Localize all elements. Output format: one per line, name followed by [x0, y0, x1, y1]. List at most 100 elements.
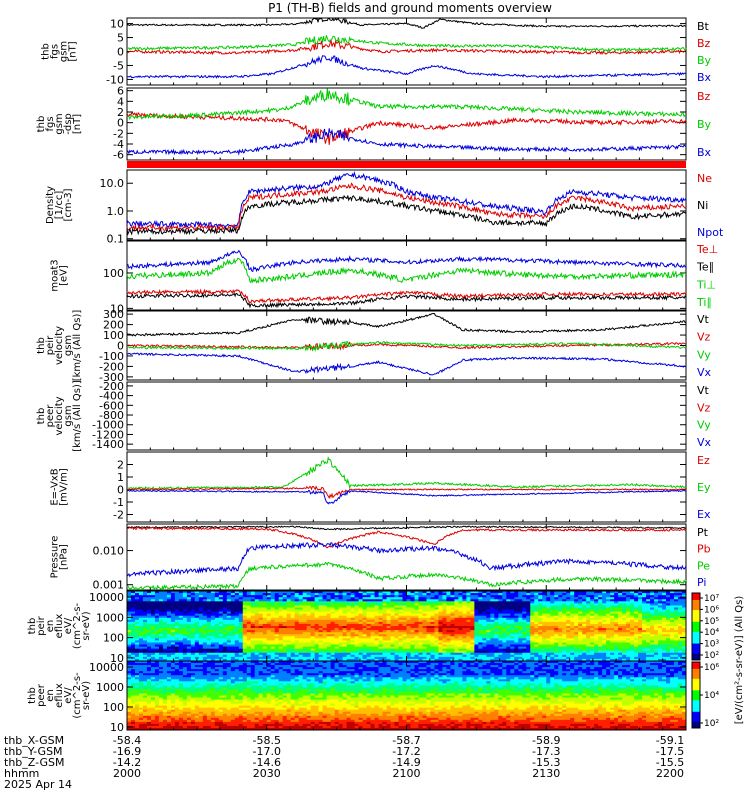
- spectrogram-cell: [314, 652, 320, 656]
- spectrogram-cell: [414, 640, 419, 643]
- spectrogram-cell: [386, 623, 391, 627]
- spectrogram-cell: [558, 658, 563, 662]
- spectrogram-cell: [582, 595, 587, 598]
- spectrogram-cell: [234, 644, 240, 647]
- spectrogram-cell: [322, 605, 328, 608]
- spectrogram-cell: [638, 619, 643, 623]
- spectrogram-cell: [418, 648, 423, 652]
- spectrogram-cell: [258, 628, 264, 631]
- spectrogram-cell: [414, 654, 419, 658]
- spectrogram-cell: [170, 628, 176, 631]
- spectrogram-cell: [386, 597, 391, 600]
- spectrogram-cell: [570, 603, 575, 606]
- spectrogram-cell: [246, 650, 252, 654]
- spectrogram-cell: [194, 603, 200, 606]
- spectrogram-cell: [354, 632, 359, 635]
- spectrogram-cell: [346, 621, 351, 625]
- spectrogram-cell: [214, 619, 220, 623]
- spectrogram-cell: [146, 591, 152, 594]
- spectrogram-cell: [182, 617, 188, 621]
- spectrogram-cell: [170, 630, 176, 633]
- spectrogram-cell: [346, 595, 351, 598]
- spectrogram-cell: [582, 603, 587, 606]
- spectrogram-cell: [258, 638, 264, 641]
- spectrogram-cell: [214, 597, 220, 600]
- spectrogram-cell: [622, 630, 627, 633]
- spectrogram-cell: [478, 621, 483, 625]
- spectrogram-cell: [222, 640, 228, 643]
- legend-entry: Pb: [697, 543, 711, 556]
- y-axis-label: [cm-3]: [63, 188, 74, 221]
- spectrogram-cell: [178, 619, 184, 623]
- spectrogram-cell: [570, 648, 575, 652]
- spectrogram-cell: [310, 621, 316, 625]
- spectrogram-cell: [226, 607, 232, 610]
- spectrogram-cell: [242, 623, 248, 627]
- spectrogram-cell: [130, 650, 136, 654]
- spectrogram-cell: [386, 640, 391, 643]
- spectrogram-cell: [594, 646, 599, 650]
- spectrogram-cell: [630, 617, 635, 621]
- spectrogram-cell: [254, 591, 260, 594]
- spectrogram-cell: [398, 605, 403, 608]
- spectrogram-cell: [590, 646, 595, 650]
- spectrogram-cell: [146, 623, 152, 627]
- spectrogram-cell: [250, 644, 256, 647]
- spectrogram-cell: [194, 595, 200, 598]
- spectrogram-cell: [127, 621, 132, 625]
- spectrogram-cell: [430, 603, 435, 606]
- spectrogram-cell: [390, 603, 395, 606]
- spectrogram-cell: [646, 611, 651, 615]
- spectrogram-cell: [490, 591, 495, 594]
- y-tick-label: 0.1: [107, 233, 125, 246]
- spectrogram-cell: [606, 644, 611, 647]
- spectrogram-cell: [194, 613, 200, 617]
- spectrogram-cell: [134, 648, 140, 652]
- spectrogram-cell: [230, 628, 236, 631]
- spectrogram-cell: [230, 652, 236, 656]
- spectrogram-cell: [358, 621, 363, 625]
- spectrogram-cell: [402, 648, 407, 652]
- spectrogram-cell: [478, 634, 483, 637]
- spectrogram-cell: [214, 650, 220, 654]
- spectrogram-cell: [454, 601, 459, 604]
- spectrogram-cell: [250, 654, 256, 658]
- spectrogram-cell: [254, 638, 260, 641]
- spectrogram-cell: [538, 593, 543, 596]
- spectrogram-cell: [490, 630, 495, 633]
- spectrogram-cell: [350, 656, 355, 660]
- y-axis-label: -dsp: [63, 113, 74, 135]
- spectrogram-cell: [554, 658, 559, 662]
- spectrogram-cell: [242, 591, 248, 594]
- spectrogram-cell: [226, 603, 232, 606]
- spectrogram-cell: [550, 628, 555, 631]
- spectrogram-cell: [614, 648, 619, 652]
- spectrogram-cell: [186, 593, 192, 596]
- spectrogram-cell: [366, 628, 371, 631]
- spectrogram-cell: [482, 599, 487, 602]
- spectrogram-cell: [614, 593, 619, 596]
- spectrogram-cell: [162, 595, 168, 598]
- spectrogram-cell: [378, 648, 383, 652]
- spectrogram-cell: [406, 597, 411, 600]
- spectrogram-cell: [218, 634, 224, 637]
- spectrogram-cell: [350, 617, 355, 621]
- spectrogram-cell: [250, 593, 256, 596]
- spectrogram-cell: [402, 652, 407, 656]
- spectrogram-cell: [518, 640, 523, 643]
- spectrogram-cell: [530, 599, 535, 602]
- spectrogram-cell: [306, 621, 312, 625]
- spectrogram-cell: [250, 634, 256, 637]
- spectrogram-cell: [630, 648, 635, 652]
- spectrogram-cell: [594, 601, 599, 604]
- spectrogram-cell: [298, 638, 304, 641]
- spectrogram-cell: [602, 607, 607, 610]
- spectrogram-cell: [598, 650, 603, 654]
- spectrogram-cell: [494, 593, 499, 596]
- spectrogram-cell: [574, 642, 579, 645]
- spectrogram-cell: [494, 603, 499, 606]
- spectrogram-cell: [294, 646, 300, 650]
- spectrogram-cell: [550, 599, 555, 602]
- spectrogram-cell: [534, 605, 539, 608]
- spectrogram-cell: [650, 658, 655, 662]
